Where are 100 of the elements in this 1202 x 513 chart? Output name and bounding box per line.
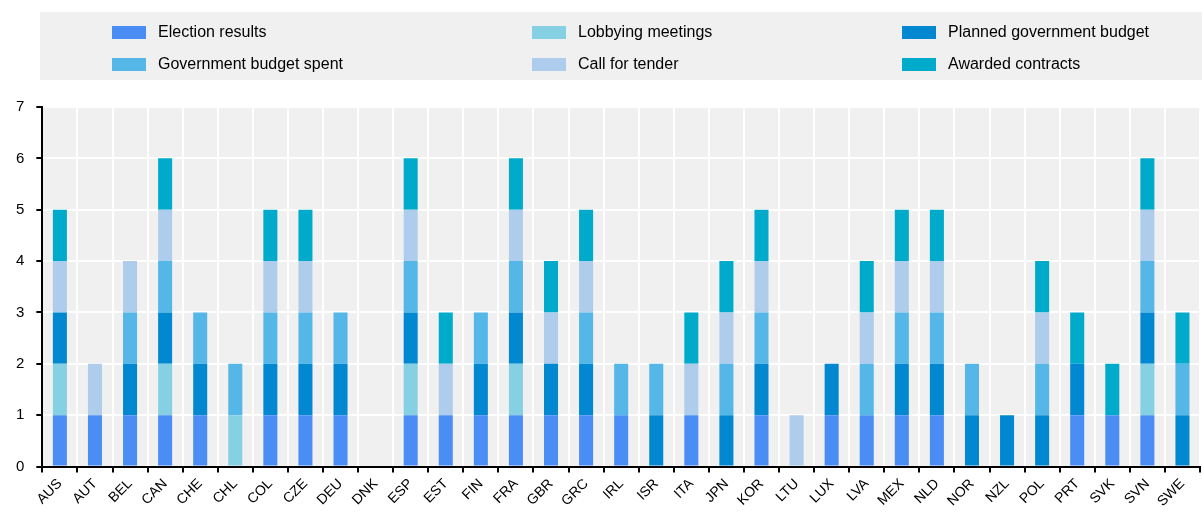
bar	[263, 312, 278, 364]
bar	[579, 363, 594, 416]
bar	[228, 415, 243, 466]
y-tick-label: 1	[16, 405, 25, 423]
bar	[87, 415, 102, 466]
bar	[403, 312, 418, 364]
x-tick-label: ITA	[670, 474, 697, 502]
bar	[929, 363, 944, 416]
bar	[403, 158, 418, 210]
bar	[508, 261, 523, 313]
x-tick-label: ISR	[633, 475, 662, 503]
bar	[1070, 415, 1085, 466]
bar	[52, 415, 67, 466]
bar	[158, 363, 173, 416]
bar	[1000, 415, 1015, 466]
bar	[263, 209, 278, 262]
bar	[579, 209, 594, 262]
bar	[964, 415, 979, 466]
bar	[123, 312, 138, 364]
bar	[1140, 209, 1155, 262]
bar	[719, 312, 734, 364]
bar	[1035, 415, 1050, 466]
bar	[579, 312, 594, 364]
y-tick-label: 4	[16, 251, 25, 269]
bar	[1035, 363, 1050, 416]
bar	[123, 363, 138, 416]
bar	[754, 415, 769, 466]
y-tick-label: 7	[16, 97, 25, 115]
y-tick-label: 2	[16, 353, 25, 371]
bar	[298, 261, 313, 313]
bar	[508, 158, 523, 210]
bar	[1175, 312, 1190, 364]
bar	[508, 415, 523, 466]
legend-label: Planned government budget	[948, 23, 1150, 41]
bar	[719, 415, 734, 466]
bar	[684, 415, 699, 466]
y-tick-label: 6	[16, 148, 25, 166]
bar	[1140, 363, 1155, 416]
x-tick-label: FIN	[458, 475, 486, 503]
bar	[438, 312, 453, 364]
bar	[1105, 415, 1120, 466]
bar	[263, 363, 278, 416]
bar	[614, 363, 629, 416]
bar	[1140, 312, 1155, 364]
bar	[543, 415, 559, 466]
bar	[894, 209, 909, 262]
bar	[824, 415, 839, 466]
bar	[228, 363, 243, 416]
bar	[543, 261, 559, 313]
bar	[859, 363, 874, 416]
bar	[193, 312, 208, 364]
x-tick-label: LVA	[843, 474, 873, 504]
bar	[754, 312, 769, 364]
bar	[1105, 363, 1120, 416]
bar	[508, 363, 523, 416]
y-tick-label: 0	[16, 456, 25, 474]
bar	[158, 209, 173, 262]
bar	[614, 415, 629, 466]
bar	[1035, 312, 1050, 364]
bar	[52, 209, 67, 262]
bar	[87, 363, 102, 416]
bar	[123, 415, 138, 466]
bar	[964, 363, 979, 416]
x-tick-label: POL	[1015, 474, 1048, 507]
x-tick-label: COL	[243, 474, 276, 507]
bar	[403, 209, 418, 262]
x-tick-label: IRL	[599, 474, 627, 502]
bar	[1070, 363, 1085, 416]
bar	[719, 261, 734, 313]
bar	[52, 261, 67, 313]
bar	[579, 261, 594, 313]
bar	[1140, 415, 1155, 466]
bar	[438, 415, 453, 466]
bar	[333, 312, 348, 364]
legend-label: Call for tender	[578, 55, 679, 73]
x-tick-label: CHL	[209, 474, 241, 507]
bar	[543, 363, 559, 416]
bar	[158, 415, 173, 466]
bar	[158, 261, 173, 313]
bar	[859, 415, 874, 466]
bar	[473, 363, 488, 416]
bar	[298, 209, 313, 262]
bar	[543, 312, 559, 364]
bar	[298, 363, 313, 416]
y-tick-label: 5	[16, 199, 25, 217]
bar	[684, 363, 699, 416]
bar	[193, 415, 208, 466]
bar	[894, 312, 909, 364]
x-tick-label: BEL	[104, 474, 136, 506]
bar	[1140, 158, 1155, 210]
bar	[193, 363, 208, 416]
bar	[263, 415, 278, 466]
bar	[894, 415, 909, 466]
y-tick-label: 3	[16, 302, 25, 320]
bar	[333, 363, 348, 416]
bar	[929, 209, 944, 262]
bar	[403, 261, 418, 313]
bar	[1070, 312, 1085, 364]
bar	[1175, 415, 1190, 466]
bar	[1140, 261, 1155, 313]
